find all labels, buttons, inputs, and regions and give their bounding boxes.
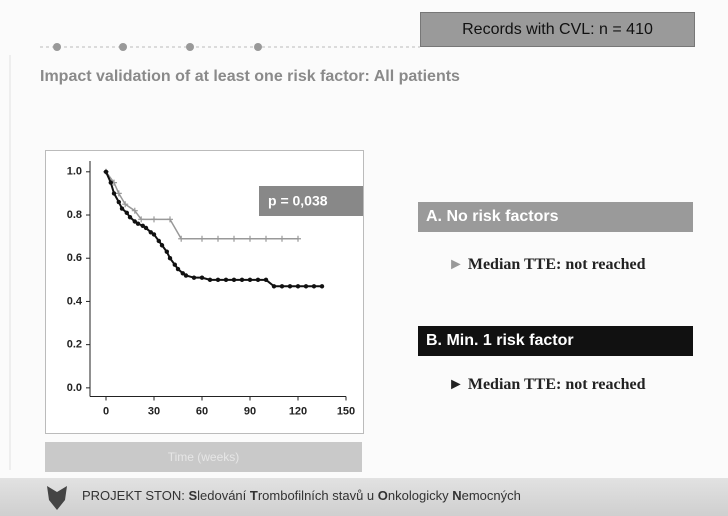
point — [115, 190, 122, 197]
logo — [47, 486, 67, 510]
point — [159, 243, 165, 248]
point — [287, 284, 293, 289]
point — [103, 169, 109, 175]
footer-part: N — [452, 488, 462, 503]
point — [295, 284, 301, 289]
point — [279, 284, 285, 289]
point — [295, 235, 301, 242]
x-axis-label: Time (weeks) — [45, 442, 362, 472]
series-line — [105, 171, 298, 240]
chart-panel: p = 0,038 0.0 0.2 0.4 0.6 0.8 1.0 0 30 60 90 120 15… — [45, 150, 369, 434]
point — [108, 180, 113, 185]
point — [207, 277, 213, 283]
annotation-box — [259, 186, 369, 216]
point — [178, 235, 185, 242]
y-tick-label: 0.0 — [67, 382, 82, 394]
header-badge: Records with CVL: n = 410 — [420, 12, 695, 47]
annotation: p = 0,038 — [268, 193, 328, 209]
footer: PROJEKT STON: Sledování Trombofilních st… — [82, 488, 521, 503]
point — [303, 284, 309, 289]
point — [167, 216, 173, 223]
x-tick-label: 30 — [148, 405, 160, 417]
x-tick-label: 120 — [289, 405, 307, 417]
decor — [9, 43, 420, 470]
footer-part: nkologicky — [387, 488, 453, 503]
x-tick-label: 0 — [103, 405, 109, 417]
median-note: ► Median TTE: not reached — [448, 376, 646, 393]
y-tick-label: 0.4 — [67, 295, 83, 307]
x-tick-label: 60 — [196, 405, 208, 417]
point — [319, 284, 325, 289]
point — [143, 225, 149, 231]
point — [215, 235, 221, 242]
point — [311, 284, 317, 289]
footer-part: emocných — [461, 488, 521, 503]
x-tick-label: 150 — [337, 405, 355, 417]
point — [263, 277, 269, 283]
footer-part: T — [249, 488, 258, 503]
point — [135, 221, 141, 226]
point — [138, 216, 145, 223]
point — [167, 256, 173, 261]
point — [127, 214, 133, 220]
legend-entry: B. Min. 1 risk factor — [418, 326, 693, 356]
point — [140, 223, 145, 229]
point — [175, 266, 181, 272]
point — [164, 249, 169, 254]
point — [263, 235, 269, 242]
point — [172, 262, 177, 267]
point — [215, 277, 221, 283]
point — [156, 238, 161, 244]
footer-part: ledování — [197, 488, 250, 503]
point — [247, 277, 253, 283]
y-tick-label: 1.0 — [67, 166, 82, 178]
point — [231, 235, 237, 242]
median-text: Median TTE: not reached — [467, 256, 646, 273]
chart-title: Impact validation of at least one risk f… — [40, 68, 460, 85]
point — [180, 271, 185, 276]
point — [231, 277, 237, 283]
point — [271, 284, 277, 289]
point — [119, 206, 125, 211]
y-tick-label: 0.2 — [67, 339, 82, 351]
point — [131, 207, 138, 214]
point — [116, 199, 122, 205]
point — [183, 273, 189, 278]
footer-part: O — [377, 488, 388, 503]
x-tick-label: 90 — [244, 405, 256, 417]
point — [148, 230, 153, 235]
footer-part: PROJEKT STON: — [82, 488, 189, 503]
point — [124, 210, 129, 216]
median-note: ► Median TTE: not reached — [448, 256, 646, 273]
footer-part: rombofilních stavů u — [257, 488, 378, 503]
footer-band — [0, 478, 728, 516]
y-tick-label: 0.6 — [67, 252, 82, 264]
point — [132, 219, 137, 224]
point — [255, 277, 261, 283]
point — [223, 277, 229, 283]
point — [111, 191, 117, 196]
point — [191, 275, 197, 280]
point — [279, 235, 285, 242]
y-tick-label: 0.8 — [67, 209, 82, 221]
point — [151, 232, 157, 237]
point — [122, 201, 129, 208]
legend-entry: A. No risk factors — [418, 202, 693, 232]
point — [151, 216, 157, 223]
point — [247, 235, 253, 242]
median-text: Median TTE: not reached — [467, 376, 646, 393]
point — [239, 277, 245, 283]
point — [199, 275, 205, 280]
point — [199, 235, 205, 242]
footer-part: S — [188, 488, 198, 503]
chart: p = 0,038 0.0 0.2 0.4 0.6 0.8 1.0 0 30 60 90 120 15… — [67, 161, 369, 417]
